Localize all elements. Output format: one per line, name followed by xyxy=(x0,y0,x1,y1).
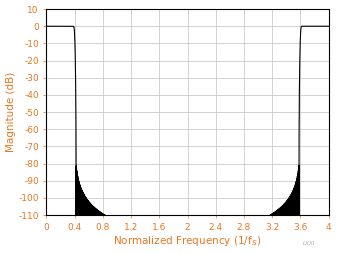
Text: LXXI: LXXI xyxy=(303,241,315,246)
Y-axis label: Magnitude (dB): Magnitude (dB) xyxy=(5,72,16,152)
X-axis label: Normalized Frequency (1/f$_S$): Normalized Frequency (1/f$_S$) xyxy=(114,234,262,248)
